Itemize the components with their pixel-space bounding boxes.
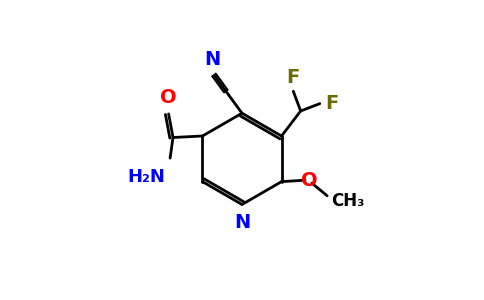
Text: CH₃: CH₃	[332, 192, 365, 210]
Text: N: N	[204, 50, 221, 69]
Text: F: F	[287, 68, 300, 86]
Text: N: N	[234, 213, 250, 232]
Text: F: F	[325, 94, 338, 113]
Text: O: O	[160, 88, 177, 107]
Text: H₂N: H₂N	[128, 168, 166, 186]
Text: O: O	[301, 171, 318, 190]
